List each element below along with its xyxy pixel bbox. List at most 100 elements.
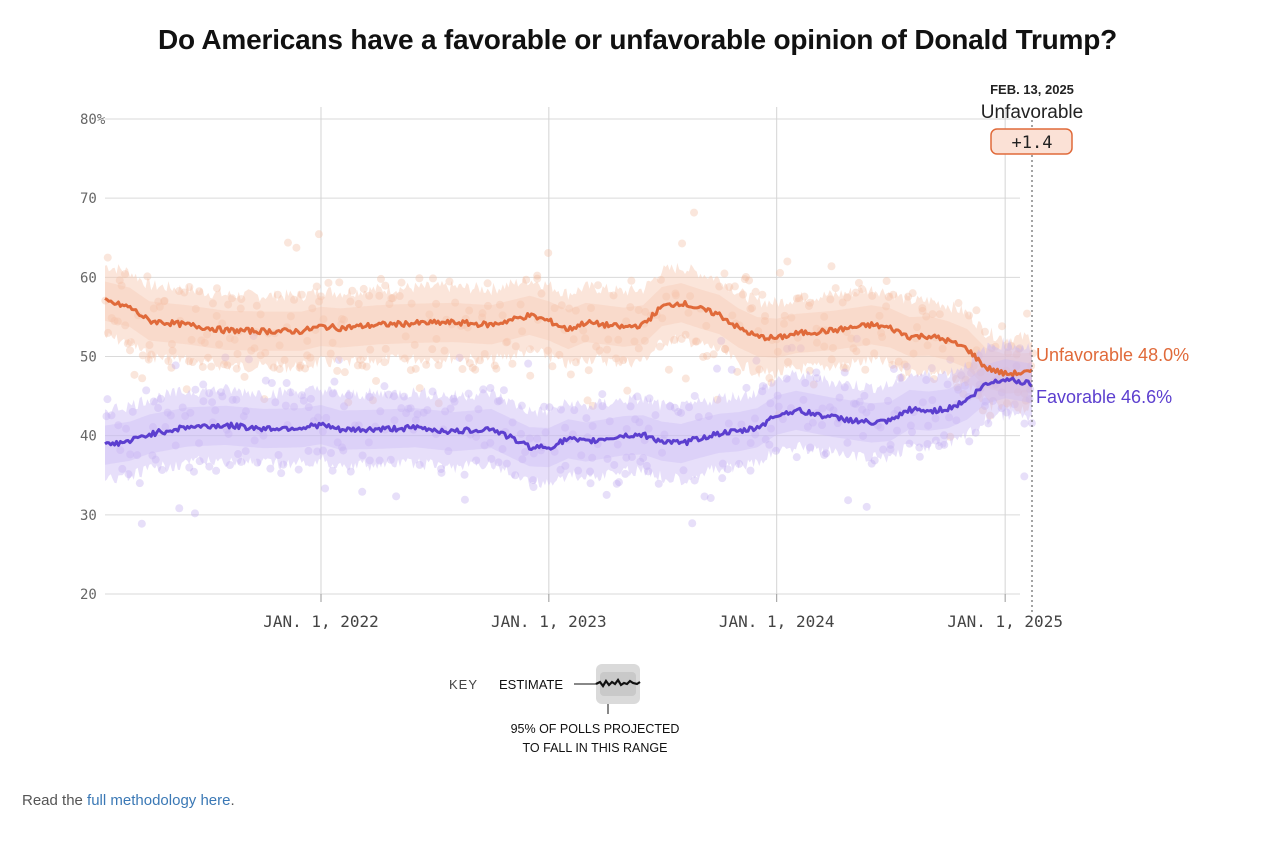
poll-dot (128, 407, 137, 416)
poll-dot (645, 394, 654, 403)
poll-dot (144, 355, 153, 364)
poll-dot (634, 344, 643, 353)
poll-dot (765, 440, 774, 449)
poll-dot (211, 406, 220, 415)
poll-dot (604, 335, 613, 344)
poll-dot (784, 358, 793, 367)
poll-dot (831, 284, 840, 293)
poll-dot (715, 282, 724, 291)
poll-dot (516, 300, 525, 309)
poll-dot (166, 411, 175, 420)
poll-dot (1013, 388, 1022, 397)
poll-dot (767, 378, 776, 387)
poll-dot (205, 462, 214, 471)
poll-dot (595, 346, 604, 355)
poll-dot (250, 436, 259, 445)
poll-dot (684, 308, 693, 317)
poll-dot (247, 346, 256, 355)
poll-dot (588, 422, 597, 431)
poll-dot (544, 346, 553, 355)
poll-dot (988, 396, 997, 405)
methodology-link[interactable]: full methodology here (87, 792, 231, 809)
poll-dot (275, 365, 284, 374)
poll-dot (582, 414, 591, 423)
poll-dot (758, 382, 767, 391)
poll-dot (969, 362, 978, 371)
poll-dot (138, 374, 147, 383)
poll-dot (794, 294, 803, 303)
poll-dot (588, 453, 597, 462)
poll-dot (502, 459, 511, 468)
poll-dot (185, 463, 194, 472)
poll-dot (1020, 472, 1029, 481)
poll-dot (867, 459, 876, 468)
poll-dot (261, 376, 270, 385)
poll-dot (801, 379, 810, 388)
poll-dot (518, 455, 527, 464)
poll-dot (658, 448, 667, 457)
poll-dot (1027, 361, 1036, 370)
poll-dot (199, 380, 208, 389)
poll-dot (415, 274, 424, 283)
poll-dot (761, 312, 770, 321)
poll-dot (450, 397, 459, 406)
poll-dot (232, 395, 241, 404)
poll-dot (483, 279, 492, 288)
poll-dot (627, 276, 636, 285)
poll-dot (922, 376, 931, 385)
poll-dot (820, 342, 829, 351)
poll-dot (212, 466, 221, 475)
poll-dot (365, 393, 374, 402)
estimate-line-unfavorable (104, 297, 1034, 378)
poll-dot (316, 292, 325, 301)
poll-dot (1012, 362, 1021, 371)
poll-dot (571, 358, 580, 367)
poll-dot (240, 372, 249, 381)
poll-dot (197, 336, 206, 345)
poll-dot (804, 301, 813, 310)
poll-dot (758, 290, 767, 299)
poll-dot (160, 296, 169, 305)
poll-dot (843, 293, 852, 302)
poll-dot (728, 311, 737, 320)
poll-dot (508, 359, 517, 368)
poll-dot (972, 346, 981, 355)
poll-dot (699, 352, 708, 361)
poll-dot (1004, 349, 1013, 358)
poll-dot (622, 453, 631, 462)
poll-dot (529, 476, 538, 485)
poll-dot (116, 446, 125, 455)
poll-dot (354, 421, 363, 430)
poll-dot (167, 340, 176, 349)
poll-dot (406, 404, 415, 413)
poll-dot (700, 492, 709, 501)
poll-dot (720, 269, 729, 278)
poll-dot (818, 404, 827, 413)
poll-dot (318, 446, 327, 455)
y-tick-label: 60 (80, 270, 97, 286)
poll-dot (537, 289, 546, 298)
poll-dot (237, 295, 246, 304)
poll-dot (952, 416, 961, 425)
poll-dot (296, 361, 305, 370)
poll-dot (862, 408, 871, 417)
poll-dot (486, 383, 495, 392)
poll-dot (877, 328, 886, 337)
x-tick-label: JAN. 1, 2025 (947, 612, 1063, 631)
poll-dot (909, 349, 918, 358)
poll-dot (997, 388, 1006, 397)
poll-dot (223, 361, 232, 370)
poll-dot (189, 467, 198, 476)
poll-dot (386, 455, 395, 464)
poll-dot (886, 440, 895, 449)
poll-dot (1029, 349, 1038, 358)
poll-dot (621, 469, 630, 478)
poll-dot (126, 450, 135, 459)
poll-dot (138, 351, 147, 360)
poll-dot (163, 408, 172, 417)
poll-dot (137, 519, 146, 528)
poll-dot (774, 402, 783, 411)
poll-dot (893, 426, 902, 435)
key-range-line2: TO FALL IN THIS RANGE (522, 741, 668, 755)
poll-dot (839, 363, 848, 372)
